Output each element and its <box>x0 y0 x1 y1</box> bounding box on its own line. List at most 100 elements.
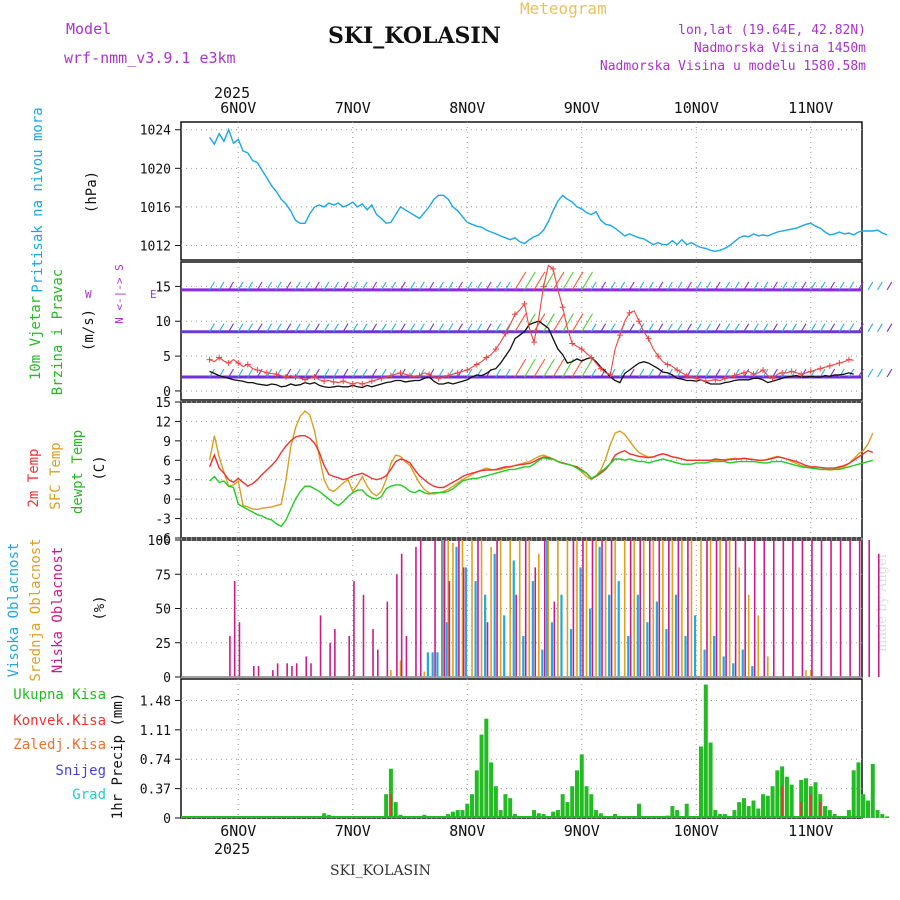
precip-bar-total <box>322 813 327 818</box>
wind-barb <box>590 323 597 332</box>
precip-bar-total <box>861 794 866 818</box>
precip-bar-total <box>823 806 828 818</box>
x-tick-label-bottom: 11NOV <box>788 822 833 840</box>
y-tick-label: 1020 <box>140 162 171 177</box>
wind-barb <box>371 281 378 291</box>
wind-gust-marker <box>540 283 547 290</box>
precip-bar-total <box>789 784 794 818</box>
wind-barb <box>590 281 597 291</box>
precip-bar-total <box>470 794 475 818</box>
wind-barb <box>552 271 565 291</box>
y-tick-label: 0 <box>163 812 171 827</box>
y-tick-label: 1024 <box>140 124 171 139</box>
wind-gust-marker <box>349 380 356 387</box>
wind-barb <box>218 281 225 291</box>
wind-barb <box>724 323 731 332</box>
wind-gust-marker <box>216 354 223 361</box>
wind-barb <box>657 323 664 332</box>
wind-barb <box>581 358 594 378</box>
y-tick-label: 1012 <box>140 240 171 255</box>
temp-side-labels: 2m Temp SFC Temp dewpt Temp (C) <box>26 430 108 514</box>
wind-gust-marker <box>597 365 604 372</box>
wind-barb <box>266 281 273 291</box>
wind-barb <box>838 323 845 332</box>
wind-barb <box>533 358 546 378</box>
wind-barb <box>562 271 574 291</box>
precip-bar-total <box>460 810 465 818</box>
y-tick-label: 1016 <box>140 201 171 216</box>
wind-barb <box>314 281 320 291</box>
y-tick-label: 9 <box>163 435 171 450</box>
y-tick-label: 25 <box>155 637 171 652</box>
model-label: Model <box>66 20 111 38</box>
wind-gust-marker <box>511 311 518 318</box>
wind-barb <box>581 313 594 332</box>
wind-barb <box>304 323 311 332</box>
wind-barb <box>361 281 368 291</box>
wind-barb <box>772 281 778 291</box>
wind-gust-marker <box>845 356 852 363</box>
wind-barb <box>857 323 864 332</box>
compass-w: W <box>85 288 92 301</box>
precip-bar-total <box>751 800 756 818</box>
wind-barb <box>342 323 349 332</box>
precip-bar-total <box>465 803 470 818</box>
precip-bar-total <box>880 814 885 818</box>
wind-barb <box>600 281 607 291</box>
x-tick-label-top: 9NOV <box>564 99 600 117</box>
precip-bar-total <box>675 810 680 818</box>
precip-bar-convective <box>800 802 803 818</box>
wind-gust-marker <box>721 375 728 382</box>
wind-barb <box>237 281 244 291</box>
wind-gust-marker <box>225 360 232 367</box>
wind-barb <box>638 368 645 378</box>
wind-gust-marker <box>521 300 528 307</box>
wind-barb <box>628 323 635 332</box>
wind-gust-marker <box>244 361 251 368</box>
precip-bar-total <box>770 786 775 818</box>
wind-gust-marker <box>464 367 471 374</box>
temp-2m-label: 2m Temp <box>26 448 42 507</box>
precip-conv-label: Konvek.Kisa <box>13 713 106 729</box>
wind-gust-marker <box>397 369 404 376</box>
wind-barb <box>476 281 483 291</box>
dewpt-line <box>209 456 873 528</box>
wind-barb <box>495 281 502 291</box>
y-tick-label: -3 <box>155 513 171 528</box>
wind-barb <box>648 281 654 291</box>
wind-barb <box>676 281 683 291</box>
precip-bar-total <box>713 810 718 818</box>
wind-barb <box>209 323 215 332</box>
wind-barb <box>314 323 320 332</box>
wind-barb <box>657 368 664 378</box>
wind-gust-marker <box>387 372 394 379</box>
precip-bar-total <box>885 816 890 818</box>
wind-barb <box>743 281 750 291</box>
wind-barb <box>791 323 797 332</box>
wind-gust-marker <box>693 375 700 382</box>
wind-barb <box>247 323 254 332</box>
wind-barb <box>228 281 234 291</box>
wind-barb <box>419 323 425 332</box>
wind-gust-marker <box>502 330 509 337</box>
wind-barb <box>237 323 244 332</box>
wind-gust-marker <box>779 369 786 376</box>
precip-bar-total <box>450 811 455 818</box>
wind-gust-marker <box>263 369 270 376</box>
precip-bar-total <box>799 779 804 818</box>
precip-bar-total <box>498 810 503 818</box>
wind-gust-marker <box>636 318 642 325</box>
wind-barb <box>256 323 263 332</box>
wind-gust-marker <box>798 371 805 378</box>
wind-barb <box>514 313 527 332</box>
precip-bar-total <box>746 806 751 818</box>
y-tick-label: 1.48 <box>140 694 171 709</box>
precip-bar-total <box>846 810 851 818</box>
wind-gust-marker <box>769 375 776 382</box>
wind-barb <box>380 281 387 291</box>
wind-barb <box>247 368 254 378</box>
wind-barb <box>819 368 826 378</box>
precip-bar-total <box>508 798 513 818</box>
wind-barb <box>877 368 883 378</box>
wind-gust-marker <box>712 376 719 383</box>
